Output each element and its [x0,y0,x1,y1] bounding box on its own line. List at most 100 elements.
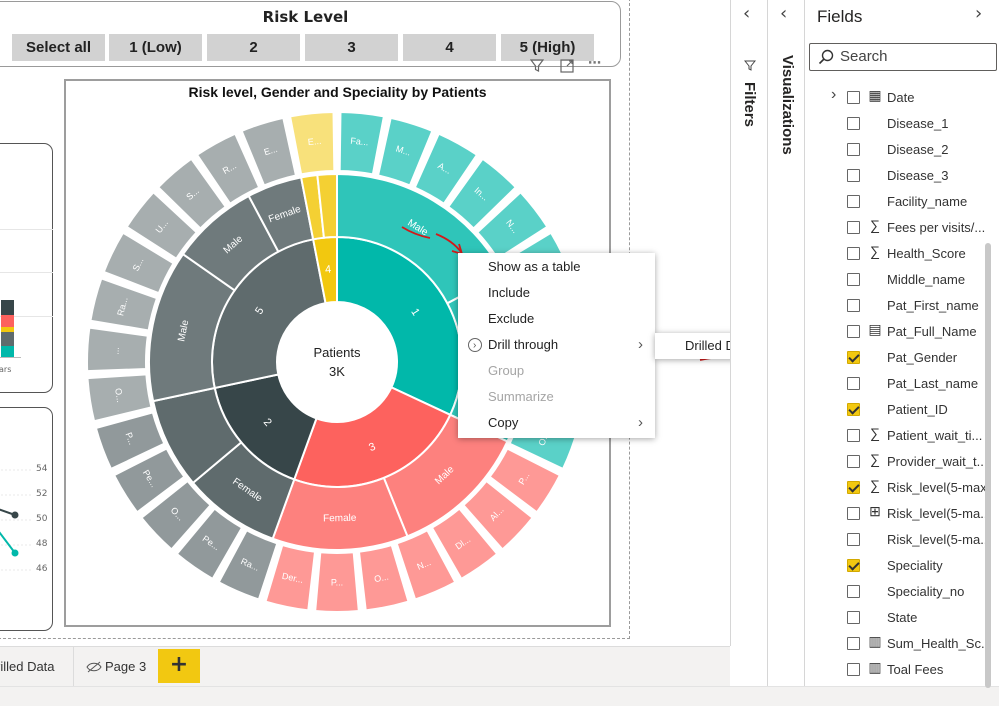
slicer-risk-3-button[interactable]: 3 [305,34,398,61]
filter-icon[interactable] [529,59,545,77]
field-checkbox[interactable] [847,611,860,624]
sunburst-gender-segment[interactable] [316,172,338,239]
field-item[interactable]: Pat_Last_name [805,371,999,397]
field-checkbox[interactable] [847,663,860,676]
fields-search-input[interactable]: Search [809,43,997,71]
field-item[interactable]: ▥ Sum_Health_Sc... [805,631,999,657]
field-checkbox[interactable] [847,273,860,286]
field-checkbox[interactable] [847,351,860,364]
menu-item-include[interactable]: Include [458,280,655,306]
field-checkbox[interactable] [847,325,860,338]
chevron-right-icon[interactable]: › [975,3,983,24]
field-checkbox[interactable] [847,377,860,390]
sunburst-speciality-segment[interactable] [446,157,518,230]
focus-mode-icon[interactable] [560,59,574,77]
add-page-button[interactable]: + [158,649,200,683]
menu-item-show-as-table[interactable]: Show as a table [458,254,655,280]
slicer-risk-4-button[interactable]: 4 [403,34,496,61]
sunburst-speciality-segment[interactable] [395,528,457,601]
field-item[interactable]: Risk_level(5-ma... [805,527,999,553]
field-item[interactable]: ∑ Health_Score [805,241,999,267]
sunburst-speciality-segment[interactable] [488,447,562,514]
menu-item-exclude[interactable]: Exclude [458,306,655,332]
field-checkbox[interactable] [847,507,860,520]
field-item[interactable]: Disease_1 [805,111,999,137]
field-checkbox[interactable] [847,533,860,546]
sunburst-speciality-segment[interactable] [156,157,228,230]
menu-item-summarize[interactable]: Summarize [458,384,655,410]
slicer-risk-2-button[interactable]: 2 [207,34,300,61]
field-checkbox[interactable] [847,117,860,130]
field-item[interactable]: ∑ Risk_level(5-max) [805,475,999,501]
sunburst-speciality-segment[interactable] [264,543,317,612]
field-item[interactable]: Pat_Gender [805,345,999,371]
tab-page-3[interactable]: Page 3 [86,647,150,687]
field-checkbox[interactable] [847,637,860,650]
field-item[interactable]: › ▦ Date [805,85,999,111]
field-item[interactable]: ∑ Patient_wait_ti... [805,423,999,449]
field-checkbox[interactable] [847,91,860,104]
field-item[interactable]: State [805,605,999,631]
sunburst-speciality-segment[interactable] [86,373,153,423]
field-item[interactable]: ▤ Pat_Full_Name [805,319,999,345]
field-checkbox[interactable] [847,429,860,442]
menu-item-copy[interactable]: Copy › [458,410,655,436]
sunburst-speciality-segment[interactable] [314,551,360,613]
sunburst-speciality-segment[interactable] [86,326,149,373]
field-checkbox[interactable] [847,143,860,156]
sunburst-speciality-segment[interactable] [125,190,199,261]
field-item[interactable]: ▥ Toal Fees [805,657,999,683]
menu-item-group[interactable]: Group [458,358,655,384]
field-checkbox[interactable] [847,247,860,260]
field-item[interactable]: Pat_First_name [805,293,999,319]
sunburst-speciality-segment[interactable] [175,507,244,581]
field-checkbox[interactable] [847,403,860,416]
field-checkbox[interactable] [847,195,860,208]
sunburst-speciality-segment[interactable] [413,132,479,206]
slicer-risk-5-button[interactable]: 5 (High) [501,34,594,61]
field-item[interactable]: Middle_name [805,267,999,293]
slicer-select-all-button[interactable]: Select all [12,34,105,61]
sunburst-speciality-segment[interactable] [376,116,434,187]
field-checkbox[interactable] [847,585,860,598]
field-item[interactable]: ⊞ Risk_level(5-ma... [805,501,999,527]
sunburst-speciality-segment[interactable] [94,411,166,471]
field-item[interactable]: ∑ Fees per visits/... [805,215,999,241]
field-checkbox[interactable] [847,481,860,494]
more-options-icon[interactable]: ⋯ [588,56,601,71]
sunburst-speciality-segment[interactable] [195,132,261,206]
fields-scrollbar[interactable] [985,243,991,688]
field-checkbox[interactable] [847,299,860,312]
field-item[interactable]: Speciality_no [805,579,999,605]
sunburst-speciality-segment[interactable] [140,479,212,551]
chevron-left-icon[interactable]: ‹ [780,3,788,24]
sunburst-speciality-segment[interactable] [430,507,499,581]
chevron-left-icon[interactable]: ‹ [743,3,751,24]
menu-item-drill-through[interactable]: › Drill through › [458,332,655,358]
field-checkbox[interactable] [847,221,860,234]
field-item[interactable]: Facility_name [805,189,999,215]
field-item[interactable]: Disease_3 [805,163,999,189]
sunburst-speciality-segment[interactable] [338,111,386,176]
search-placeholder: Search [840,48,888,65]
sunburst-speciality-segment[interactable] [240,116,298,187]
field-checkbox[interactable] [847,455,860,468]
sunburst-speciality-segment[interactable] [112,447,186,514]
slicer-risk-1-button[interactable]: 1 (Low) [109,34,202,61]
field-checkbox[interactable] [847,559,860,572]
filters-label[interactable]: Filters [741,82,758,128]
field-item[interactable]: Disease_2 [805,137,999,163]
field-item[interactable]: Patient_ID [805,397,999,423]
sunburst-speciality-segment[interactable] [102,231,175,295]
tab-drilled-data[interactable]: rilled Data [0,647,74,687]
sunburst-speciality-segment[interactable] [217,528,279,601]
expand-chevron-icon[interactable]: › [831,86,837,103]
field-checkbox[interactable] [847,169,860,182]
field-item[interactable]: ∑ Provider_wait_t... [805,449,999,475]
sunburst-speciality-segment[interactable] [288,111,336,176]
sunburst-speciality-segment[interactable] [89,277,159,332]
field-item[interactable]: Speciality [805,553,999,579]
sunburst-speciality-segment[interactable] [462,479,534,551]
sunburst-speciality-segment[interactable] [357,543,410,612]
visualizations-label[interactable]: Visualizations [779,55,796,155]
